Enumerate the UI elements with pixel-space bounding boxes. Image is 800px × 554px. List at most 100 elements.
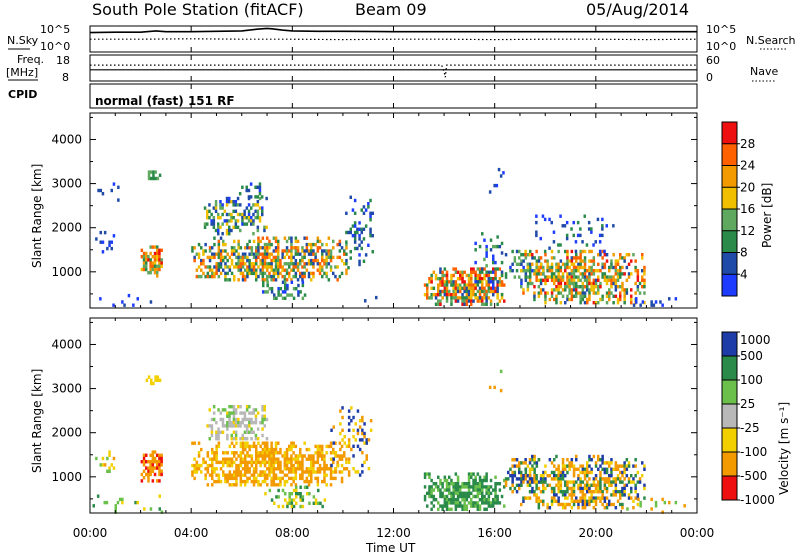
- range-cell: [594, 240, 597, 244]
- range-cell: [292, 476, 295, 481]
- range-cell: [594, 490, 598, 494]
- range-cell: [529, 265, 532, 270]
- range-cell: [272, 470, 276, 474]
- range-cell: [237, 421, 240, 425]
- range-cell: [233, 265, 236, 269]
- range-cell: [292, 498, 296, 502]
- range-cell: [535, 259, 539, 263]
- range-cell: [246, 258, 249, 263]
- range-cell: [494, 475, 497, 479]
- range-cell: [281, 249, 284, 253]
- range-cell: [581, 486, 585, 491]
- range-cell: [371, 250, 374, 254]
- x-axis-label: Time UT: [365, 541, 416, 554]
- range-cell: [305, 457, 309, 461]
- range-cell: [456, 488, 460, 492]
- range-cell: [281, 255, 284, 260]
- range-cell: [437, 507, 440, 511]
- range-cell: [630, 480, 633, 484]
- range-cell: [570, 249, 574, 254]
- velocity-colorbar-segment: [722, 356, 737, 381]
- range-cell: [221, 212, 224, 217]
- range-cell: [621, 285, 624, 289]
- range-cell: [248, 476, 251, 481]
- range-cell: [301, 296, 305, 300]
- range-cell: [323, 271, 326, 276]
- range-cell: [623, 464, 626, 468]
- range-cell: [191, 246, 194, 250]
- range-cell: [575, 467, 578, 471]
- range-cell: [559, 502, 563, 507]
- range-cell: [259, 246, 262, 250]
- range-cell: [463, 482, 466, 486]
- range-cell: [533, 470, 536, 475]
- range-cell: [533, 294, 536, 298]
- range-cell: [250, 473, 254, 477]
- range-cell: [274, 236, 278, 240]
- range-cell: [592, 256, 596, 260]
- range-cell: [147, 375, 151, 379]
- range-cell: [610, 502, 613, 507]
- range-cell: [568, 480, 571, 484]
- range-cell: [535, 486, 538, 491]
- range-cell: [266, 441, 269, 445]
- range-cell: [332, 271, 335, 276]
- range-cell: [481, 501, 484, 505]
- range-cell: [153, 472, 157, 477]
- range-cell: [577, 477, 580, 481]
- range-cell: [272, 479, 276, 484]
- range-cell: [496, 286, 499, 290]
- range-cell: [441, 277, 444, 281]
- range-cell: [295, 488, 298, 493]
- range-cell: [221, 408, 225, 412]
- range-cell: [217, 255, 221, 260]
- range-cell: [570, 493, 574, 497]
- range-cell: [550, 477, 554, 481]
- range-cell: [369, 198, 372, 203]
- range-cell: [310, 479, 313, 484]
- range-cell: [570, 259, 574, 263]
- range-cell: [588, 483, 591, 487]
- range-cell: [474, 478, 477, 483]
- range-cell: [499, 369, 503, 374]
- range-cell: [279, 476, 282, 481]
- range-cell: [548, 217, 551, 222]
- range-cell: [539, 278, 543, 282]
- range-cell: [634, 458, 637, 462]
- range-cell: [208, 249, 212, 253]
- range-cell: [230, 258, 234, 263]
- range-cell: [550, 291, 554, 295]
- range-cell: [586, 502, 589, 507]
- range-cell: [544, 477, 547, 481]
- range-cell: [121, 300, 124, 304]
- range-cell: [496, 501, 499, 505]
- range-cell: [550, 265, 554, 270]
- range-cell: [321, 249, 324, 253]
- range-cell: [353, 224, 357, 228]
- range-cell: [277, 242, 280, 247]
- range-cell: [329, 476, 333, 481]
- range-cell: [632, 303, 636, 307]
- range-cell: [245, 430, 249, 434]
- range-cell: [149, 261, 152, 265]
- range-cell: [206, 222, 209, 226]
- range-cell: [156, 479, 159, 483]
- range-cell: [237, 405, 240, 409]
- range-cell: [601, 477, 604, 481]
- range-cell: [450, 478, 453, 483]
- range-cell: [263, 444, 267, 449]
- range-cell: [474, 277, 477, 281]
- range-cell: [266, 246, 269, 250]
- range-cell: [261, 252, 265, 256]
- range-cell: [487, 498, 491, 502]
- range-cell: [555, 301, 558, 305]
- range-cell: [110, 246, 113, 251]
- range-cell: [526, 496, 530, 500]
- range-cell: [237, 268, 240, 272]
- range-cell: [504, 477, 508, 481]
- range-cell: [270, 498, 274, 502]
- range-cell: [294, 476, 298, 481]
- range-cell: [428, 280, 431, 284]
- range-cell: [288, 467, 291, 471]
- range-cell: [476, 491, 480, 495]
